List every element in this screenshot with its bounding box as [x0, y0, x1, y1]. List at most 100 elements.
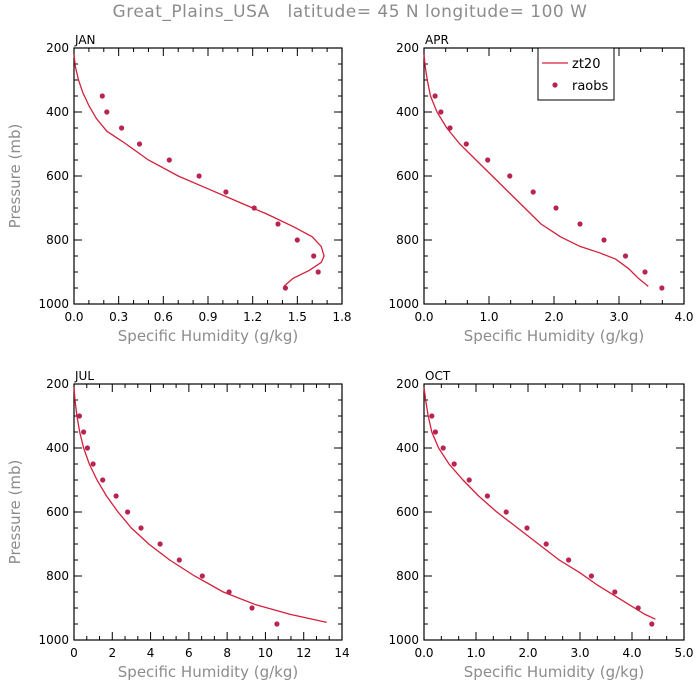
series-line-zt20 [73, 387, 327, 624]
series-line-zt20 [423, 387, 656, 620]
data-point-raobs [125, 509, 131, 515]
data-point-raobs [601, 237, 607, 243]
x-tick-label: 0.0 [414, 646, 433, 660]
y-tick-label: 600 [396, 505, 419, 519]
y-axis-title: Pressure (mb) [6, 124, 24, 229]
x-axis-title: Specific Humidity (g/kg) [464, 327, 644, 345]
data-point-raobs [223, 189, 229, 195]
data-point-raobs [315, 269, 321, 275]
y-tick-label: 200 [46, 377, 69, 391]
data-point-raobs [249, 605, 255, 611]
y-tick-label: 600 [46, 169, 69, 183]
data-point-raobs [199, 573, 205, 579]
y-tick-label: 400 [46, 105, 69, 119]
data-point-raobs [553, 205, 559, 211]
data-point-raobs [484, 493, 490, 499]
data-point-raobs [635, 605, 641, 611]
data-point-raobs [642, 269, 648, 275]
y-tick-label: 600 [396, 169, 419, 183]
data-point-raobs [275, 221, 281, 227]
legend-point-swatch [552, 82, 558, 88]
y-tick-label: 200 [46, 41, 69, 55]
x-axis-title: Specific Humidity (g/kg) [118, 327, 298, 345]
panel-label: JUL [74, 369, 94, 383]
data-point-raobs [196, 173, 202, 179]
data-point-raobs [566, 557, 572, 563]
data-point-raobs [176, 557, 182, 563]
data-point-raobs [503, 509, 509, 515]
data-point-raobs [274, 621, 280, 627]
x-tick-label: 2.0 [544, 310, 563, 324]
panel-oct: OCT 0.0 1.0 2.0 3.0 4.0 5.0 200 400 600 800 1000 Spe… [388, 369, 693, 681]
x-tick-label: 1.5 [288, 310, 307, 324]
plot-frame [73, 383, 343, 641]
data-point-raobs [447, 125, 453, 131]
data-point-raobs [251, 205, 257, 211]
panel-jul: JUL 0 2 4 6 8 10 12 14 200 400 600 800 1000 Specific H… [6, 369, 350, 681]
data-point-raobs [138, 525, 144, 531]
y-axis-title: Pressure (mb) [6, 460, 24, 565]
data-point-raobs [166, 157, 172, 163]
data-point-raobs [81, 429, 87, 435]
y-tick-label: 800 [46, 569, 69, 583]
data-point-raobs [466, 477, 472, 483]
data-point-raobs [649, 621, 655, 627]
data-point-raobs [90, 461, 96, 467]
x-tick-label: 0.6 [154, 310, 173, 324]
y-tick-label: 200 [396, 41, 419, 55]
data-point-raobs [226, 589, 232, 595]
data-point-raobs [622, 253, 629, 259]
x-tick-label: 5.0 [674, 646, 693, 660]
x-tick-label: 0.9 [198, 310, 217, 324]
data-point-raobs [524, 525, 530, 531]
x-tick-label: 0.0 [64, 310, 83, 324]
y-tick-label: 400 [396, 105, 419, 119]
panel-jan: JAN 0.0 0.3 0.6 0.9 1.2 1.5 1.8 200 400 600 800 1000… [6, 33, 352, 345]
y-tick-label: 1000 [388, 297, 419, 311]
data-point-raobs [432, 429, 438, 435]
x-axis-title: Specific Humidity (g/kg) [464, 663, 644, 681]
data-point-raobs [157, 541, 163, 547]
x-tick-label: 0 [70, 646, 78, 660]
x-tick-label: 2.0 [518, 646, 537, 660]
data-point-raobs [113, 493, 119, 499]
data-point-raobs [119, 125, 125, 131]
y-tick-label: 1000 [38, 297, 69, 311]
data-point-raobs [432, 93, 438, 99]
panel-label: OCT [425, 369, 451, 383]
y-tick-label: 600 [46, 505, 69, 519]
data-point-raobs [577, 221, 583, 227]
x-tick-label: 4.0 [674, 310, 693, 324]
y-tick-label: 400 [396, 441, 419, 455]
x-tick-label: 1.2 [243, 310, 262, 324]
y-tick-label: 800 [396, 233, 419, 247]
data-point-raobs [530, 189, 536, 195]
y-tick-label: 800 [46, 233, 69, 247]
x-axis-title: Specific Humidity (g/kg) [118, 663, 298, 681]
x-tick-label: 3.0 [570, 646, 589, 660]
data-point-raobs [100, 477, 106, 483]
legend-label-raobs: raobs [572, 79, 609, 94]
panel-apr: APR 0.0 1.0 2.0 3.0 4.0 200 400 600 800 1000 Specif… [388, 33, 693, 345]
data-point-raobs [311, 253, 317, 259]
data-point-raobs [282, 285, 288, 291]
x-tick-label: 8 [223, 646, 231, 660]
x-tick-label: 6 [185, 646, 193, 660]
data-point-raobs [440, 445, 446, 451]
plot-frame [73, 47, 343, 305]
y-tick-label: 1000 [38, 633, 69, 647]
data-point-raobs [294, 237, 300, 243]
data-point-raobs [451, 461, 457, 467]
plot-frame [423, 383, 685, 641]
data-point-raobs [76, 413, 82, 419]
data-point-raobs [136, 141, 143, 147]
data-point-raobs [507, 173, 513, 179]
data-point-raobs [463, 141, 469, 147]
x-tick-label: 3.0 [609, 310, 628, 324]
x-tick-label: 1.0 [479, 310, 498, 324]
panel-label: JAN [74, 33, 96, 47]
data-point-raobs [99, 93, 105, 99]
x-tick-label: 0.0 [414, 310, 433, 324]
x-tick-label: 2 [108, 646, 116, 660]
